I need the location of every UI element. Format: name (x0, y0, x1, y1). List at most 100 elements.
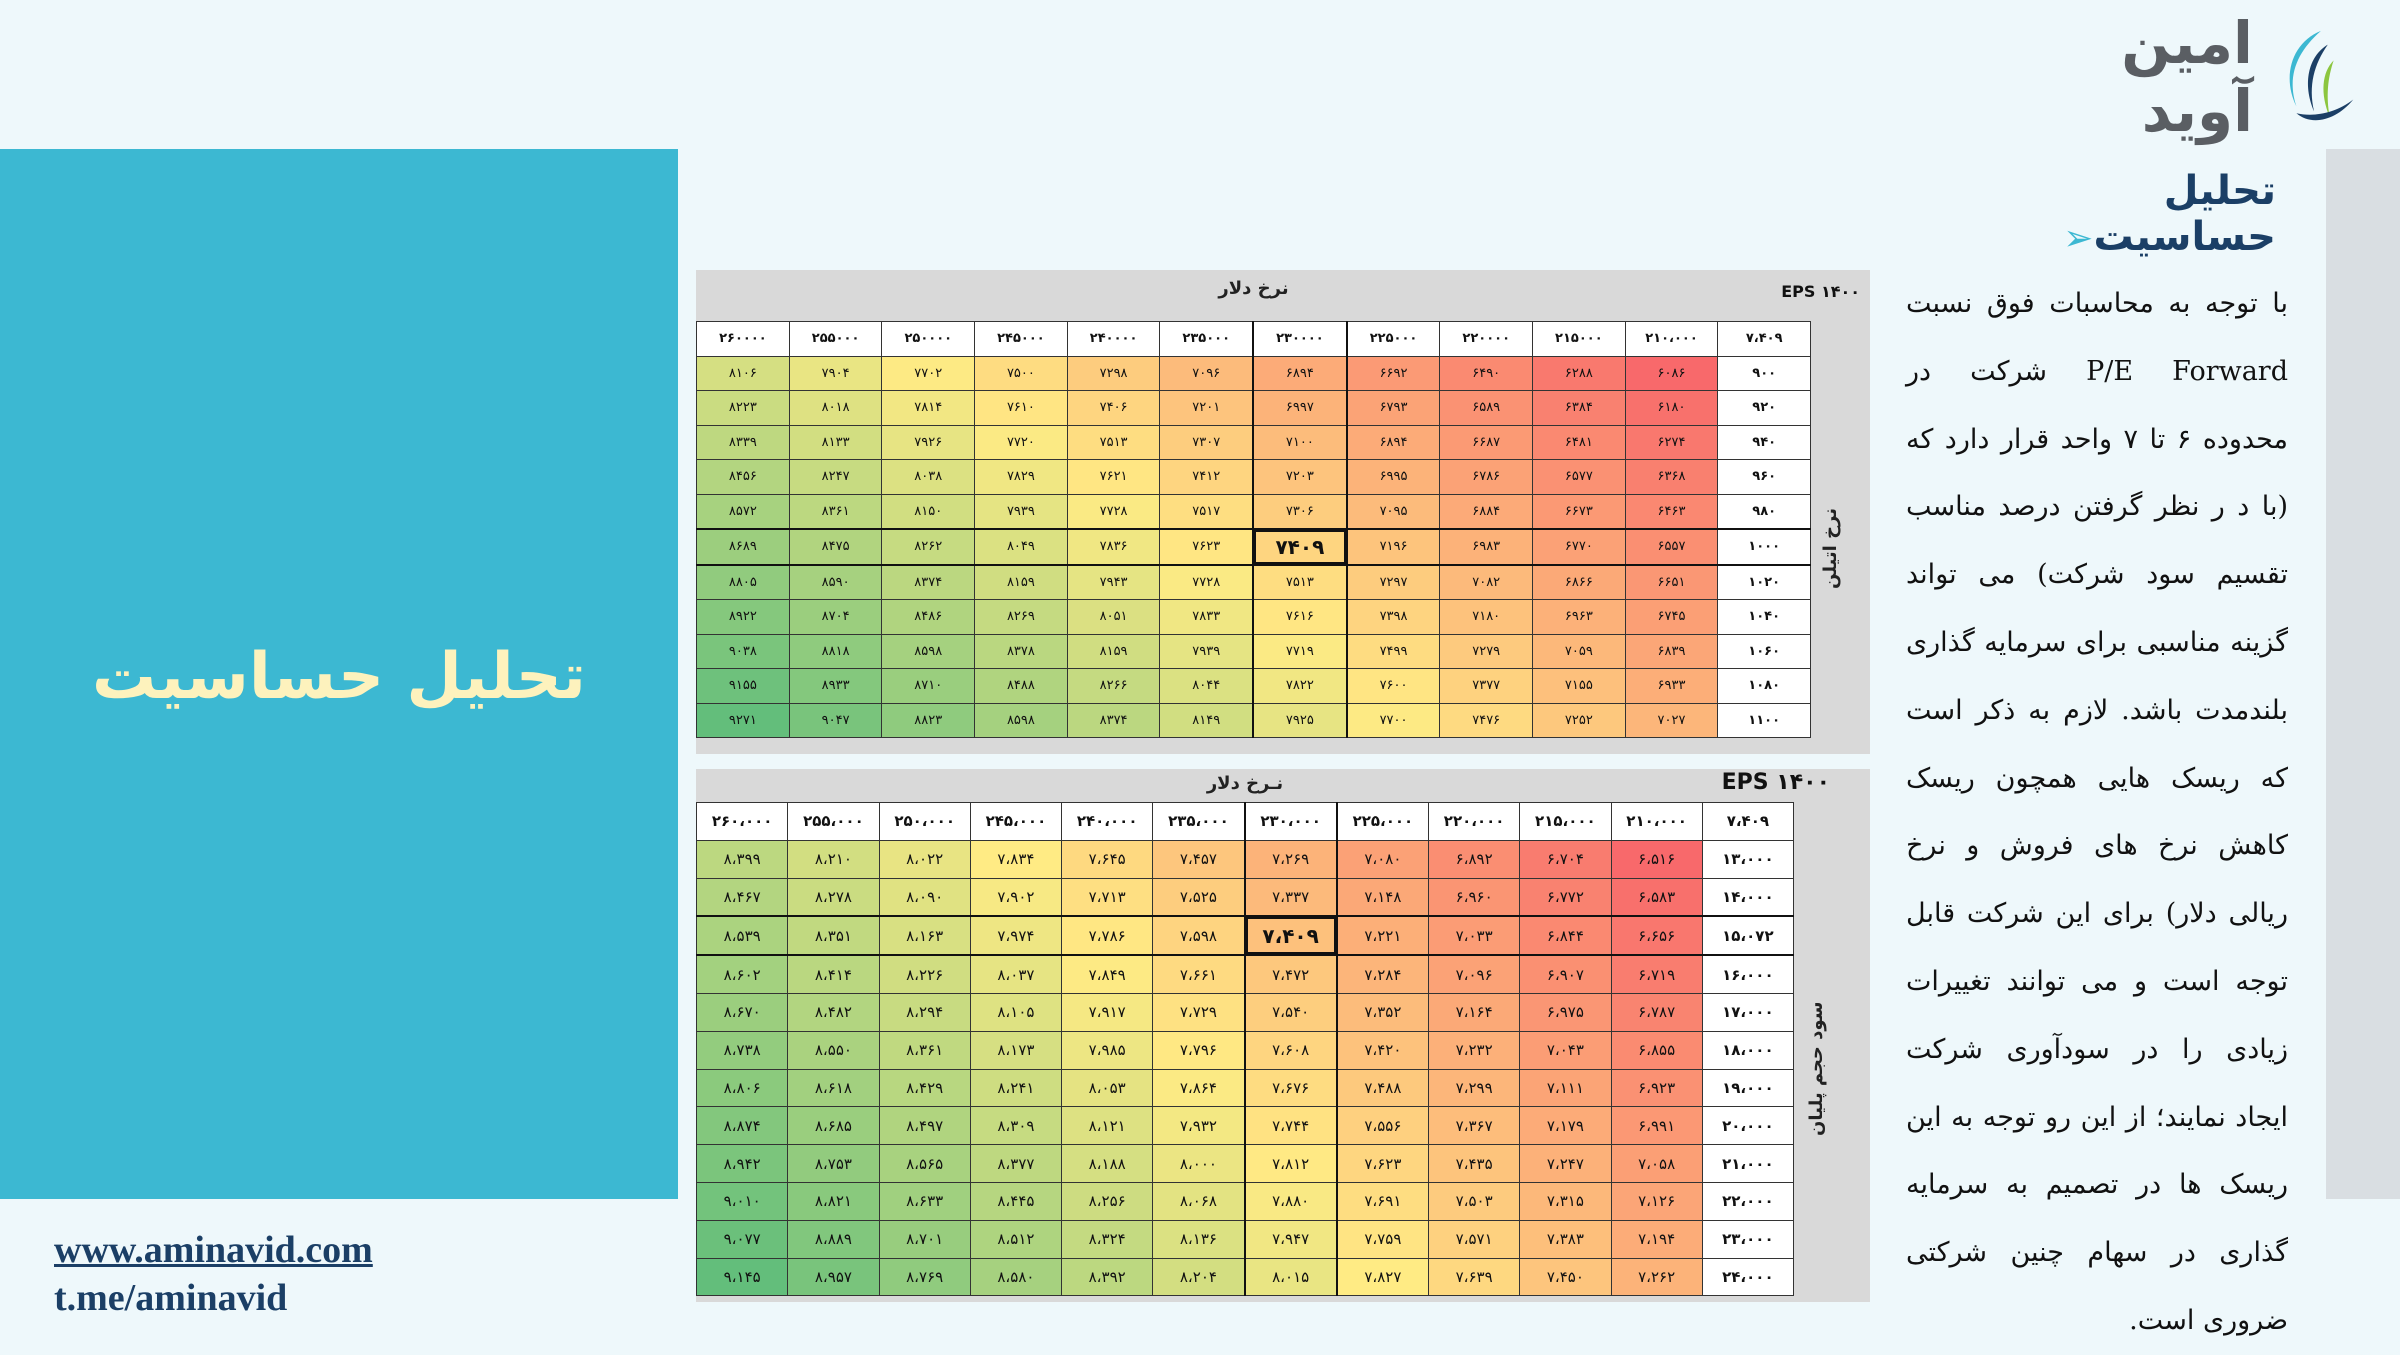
eps-value-cell: ۷،۲۳۲ (1427, 1030, 1521, 1070)
eps-value-cell: ۷۸۳۳ (1159, 599, 1254, 635)
eps-value-cell: ۸،۰۱۵ (1243, 1257, 1338, 1297)
eps-value-cell: ۷،۵۷۱ (1427, 1219, 1521, 1259)
section-title-text: تحلیل حساسیت (2093, 168, 2276, 260)
eps-value-cell: ۶۶۹۲ (1346, 355, 1441, 391)
eps-value-cell: ۷،۶۶۱ (1152, 954, 1246, 994)
eps-value-cell: ۶،۵۱۶ (1610, 839, 1703, 879)
eps-value-cell: ۸۹۲۲ (696, 599, 790, 635)
eps-value-cell: ۷،۵۴۰ (1243, 992, 1338, 1032)
eps-value-cell: ۷۶۲۱ (1066, 459, 1161, 495)
eps-value-cell: ۷۸۲۲ (1252, 668, 1348, 704)
website-link[interactable]: www.aminavid.com (54, 1229, 373, 1271)
section-title: تحلیل حساسیت➢ (1960, 168, 2276, 260)
eps-value-cell: ۷۹۲۶ (881, 424, 976, 460)
eps-value-cell: ۸۰۳۸ (881, 459, 976, 495)
table-row: ۱۰۸۰ ۶۹۳۳ ۷۱۵۵ ۷۳۷۷ ۷۶۰۰ ۷۸۲۲ ۸۰۴۴ ۸۲۶۶ ۸۴۸۸ ۸۷۱۰… (696, 668, 1811, 704)
column-header-cell: ۲۳۵،۰۰۰ (1152, 802, 1246, 841)
eps-value-cell: ۸،۴۸۲ (787, 992, 880, 1032)
eps-value-cell: ۷،۶۳۹ (1427, 1257, 1521, 1297)
eps-value-cell: ۶۲۸۸ (1532, 355, 1626, 391)
eps-value-cell: ۸۲۴۷ (788, 459, 883, 495)
eps-value-cell: ۷،۹۳۲ (1152, 1106, 1246, 1146)
row-header-cell: ۱۸،۰۰۰ (1701, 1030, 1795, 1070)
eps-value-cell: ۷،۷۵۹ (1336, 1219, 1429, 1259)
column-header-cell: ۲۲۰۰۰۰ (1439, 321, 1534, 357)
table1-column-axis-label: نرخ دلار (1218, 278, 1289, 299)
eps-value-cell: ۷۶۱۰ (974, 390, 1068, 426)
table-row: ۱۳،۰۰۰ ۶،۵۱۶ ۶،۷۰۴ ۶،۸۹۲ ۷،۰۸۰ ۷،۲۶۹ ۷،۴۵۷ ۷،۶۴… (695, 839, 1795, 879)
eps-value-cell: ۷،۲۲۱ (1336, 915, 1429, 957)
brand-logo: امین آوید (1995, 9, 2365, 145)
eps-value-cell: ۸۱۵۰ (881, 493, 976, 530)
eps-value-cell: ۷۷۰۰ (1346, 702, 1441, 738)
table2-row-axis-label: سود حجم پلیان (1806, 1001, 1827, 1137)
eps-value-cell: ۶۵۸۹ (1439, 390, 1534, 426)
eps-value-cell: ۸،۳۰۹ (969, 1106, 1063, 1146)
column-header-cell: ۲۶۰،۰۰۰ (695, 802, 789, 841)
eps-value-cell: ۸۴۵۶ (696, 459, 790, 495)
eps-value-cell: ۸،۱۶۳ (878, 915, 971, 957)
eps-value-cell: ۶۶۷۳ (1532, 493, 1626, 530)
eps-value-cell: ۶،۷۷۲ (1519, 877, 1612, 917)
eps-value-cell: ۹۰۳۸ (696, 633, 790, 669)
eps-value-cell: ۸۳۷۸ (974, 633, 1068, 669)
eps-value-cell: ۷،۰۹۶ (1427, 954, 1521, 994)
column-header-cell: ۲۴۵۰۰۰ (974, 321, 1068, 357)
eps-value-cell: ۷،۷۲۹ (1152, 992, 1246, 1032)
eps-value-cell: ۷،۶۹۱ (1336, 1181, 1429, 1221)
column-header-cell: ۲۵۰۰۰۰ (881, 321, 976, 357)
eps-value-cell: ۸،۹۵۷ (787, 1257, 880, 1297)
table-row: ۹۲۰ ۶۱۸۰ ۶۳۸۴ ۶۵۸۹ ۶۷۹۳ ۶۹۹۷ ۷۲۰۱ ۷۴۰۶ ۷۶۱۰ ۷۸۱۴ ۸… (696, 390, 1811, 426)
eps-value-cell: ۶،۸۹۲ (1427, 839, 1521, 879)
table-header-row: ۷،۴۰۹ ۲۱۰،۰۰۰ ۲۱۵۰۰۰ ۲۲۰۰۰۰ ۲۲۵۰۰۰ ۲۳۰۰۰۰ ۲۳۵۰… (696, 321, 1811, 357)
telegram-link[interactable]: t.me/aminavid (54, 1277, 288, 1319)
eps-value-cell: ۷،۳۱۵ (1519, 1181, 1612, 1221)
eps-value-cell: ۸،۷۵۳ (787, 1144, 880, 1183)
eps-value-cell: ۶۵۷۷ (1532, 459, 1626, 495)
table-row: ۲۱،۰۰۰ ۷،۰۵۸ ۷،۲۴۷ ۷،۴۳۵ ۷،۶۲۳ ۷،۸۱۲ ۸،۰۰۰ ۸،۱۸… (695, 1144, 1795, 1183)
eps-value-cell: ۸،۴۴۵ (969, 1181, 1063, 1221)
eps-value-cell: ۶۹۸۳ (1439, 528, 1534, 566)
table2-column-axis-label: نـرخ دلار (1206, 773, 1284, 794)
row-header-cell: ۱۰۴۰ (1717, 599, 1811, 635)
eps-value-cell: ۶،۸۴۴ (1519, 915, 1612, 957)
eps-value-cell: ۷،۵۰۳ (1427, 1181, 1521, 1221)
eps-value-cell: ۸،۷۳۸ (695, 1030, 789, 1070)
eps-value-cell: ۸،۵۶۵ (878, 1144, 971, 1183)
eps-value-cell: ۷۴۷۶ (1439, 702, 1534, 738)
column-header-cell: ۲۴۰۰۰۰ (1066, 321, 1161, 357)
eps-value-cell: ۸،۱۰۵ (969, 992, 1063, 1032)
row-header-cell: ۹۰۰ (1717, 355, 1811, 391)
eps-value-cell: ۸،۴۶۷ (695, 877, 789, 917)
eps-value-cell: ۷۸۲۹ (974, 459, 1068, 495)
eps-value-cell: ۸،۵۳۹ (695, 915, 789, 957)
eps-value-cell: ۷۲۰۱ (1159, 390, 1254, 426)
eps-value-cell: ۸۸۱۸ (788, 633, 883, 669)
eps-value-cell: ۷،۱۱۱ (1519, 1068, 1612, 1108)
eps-value-cell: ۸،۱۸۸ (1061, 1144, 1154, 1183)
contact-links: www.aminavid.com t.me/aminavid (54, 1226, 373, 1322)
row-header-cell: ۲۰،۰۰۰ (1701, 1106, 1795, 1146)
eps-value-cell: ۷،۶۴۵ (1061, 839, 1154, 879)
eps-value-cell: ۷۶۲۳ (1159, 528, 1254, 566)
column-header-cell: ۲۳۰،۰۰۰ (1243, 802, 1338, 841)
eps-value-cell: ۸۴۸۶ (881, 599, 976, 635)
eps-value-cell: ۷،۲۴۷ (1519, 1144, 1612, 1183)
eps-value-cell: ۹۰۴۷ (788, 702, 883, 738)
eps-value-cell: ۹،۰۷۷ (695, 1219, 789, 1259)
eps-value-cell: ۷،۴۵۷ (1152, 839, 1246, 879)
table-row: ۱۰۶۰ ۶۸۳۹ ۷۰۵۹ ۷۲۷۹ ۷۴۹۹ ۷۷۱۹ ۷۹۳۹ ۸۱۵۹ ۸۳۷۸ ۸۵۹۸… (696, 633, 1811, 669)
eps-value-cell: ۸،۰۹۰ (878, 877, 971, 917)
eps-value-cell: ۷۵۱۷ (1159, 493, 1254, 530)
eps-value-cell: ۸۵۹۸ (974, 702, 1068, 738)
eps-value-cell: ۸۶۸۹ (696, 528, 790, 566)
eps-value-cell: ۸،۸۰۶ (695, 1068, 789, 1108)
eps-value-cell: ۶۶۸۷ (1439, 424, 1534, 460)
column-header-cell: ۲۱۰،۰۰۰ (1610, 802, 1703, 841)
eps-value-cell: ۶،۹۰۷ (1519, 954, 1612, 994)
column-header-cell: ۲۳۰۰۰۰ (1252, 321, 1348, 357)
eps-value-cell: ۷۹۳۹ (1159, 633, 1254, 669)
row-header-cell: ۹۶۰ (1717, 459, 1811, 495)
column-header-cell: ۲۳۵۰۰۰ (1159, 321, 1254, 357)
eps-value-cell: ۷۵۱۳ (1066, 424, 1161, 460)
